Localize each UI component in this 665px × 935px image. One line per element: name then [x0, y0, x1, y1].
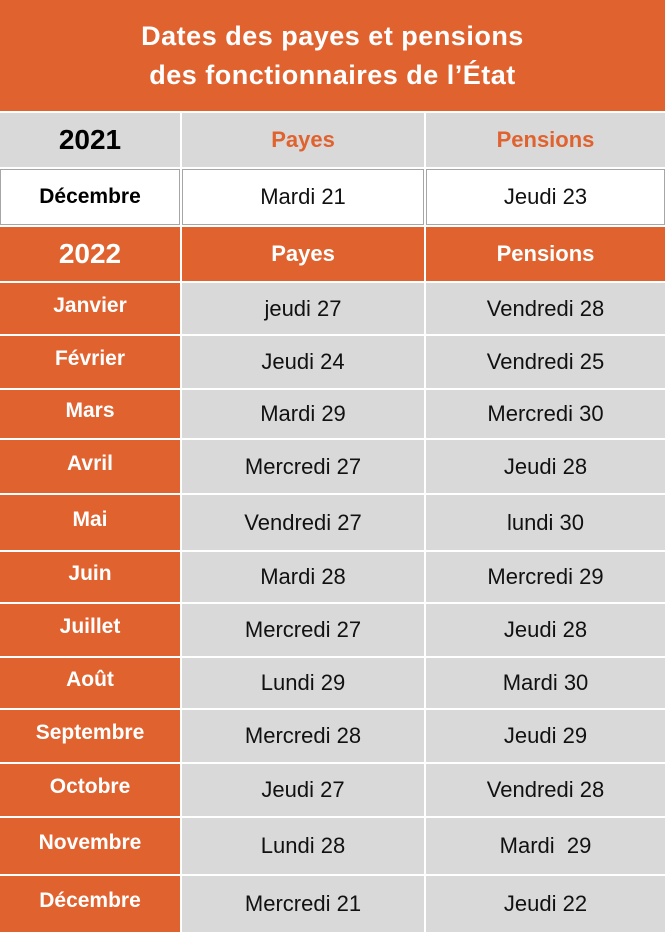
date-cell: Mercredi 30: [426, 390, 665, 438]
date-cell: Jeudi 29: [426, 710, 665, 762]
date-cell: Mardi 29: [182, 390, 424, 438]
month-cell: Octobre: [0, 764, 180, 816]
date-cell: Mercredi 28: [182, 710, 424, 762]
month-cell: Février: [0, 336, 180, 388]
month-cell: Décembre: [0, 876, 180, 932]
title-banner: Dates des payes et pensions des fonction…: [0, 0, 665, 111]
month-cell: Décembre: [0, 169, 180, 225]
column-header: Pensions: [426, 227, 665, 281]
date-cell: jeudi 27: [182, 283, 424, 334]
year-header: 2022: [0, 227, 180, 281]
month-cell: Mai: [0, 495, 180, 550]
date-cell: Jeudi 22: [426, 876, 665, 932]
date-cell: Mardi 21: [182, 169, 424, 225]
date-cell: Jeudi 27: [182, 764, 424, 816]
date-cell: Mardi 30: [426, 658, 665, 708]
date-cell: Vendredi 27: [182, 495, 424, 550]
title-line: des fonctionnaires de l’État: [149, 59, 516, 90]
month-cell: Mars: [0, 390, 180, 438]
month-cell: Novembre: [0, 818, 180, 874]
date-cell: Mardi 28: [182, 552, 424, 602]
date-cell: Mercredi 21: [182, 876, 424, 932]
date-cell: Mercredi 27: [182, 440, 424, 493]
month-cell: Août: [0, 658, 180, 708]
date-cell: Mercredi 27: [182, 604, 424, 656]
date-cell: Lundi 29: [182, 658, 424, 708]
year-header: 2021: [0, 113, 180, 167]
date-cell: Mardi 29: [426, 818, 665, 874]
title-line: Dates des payes et pensions: [141, 20, 524, 51]
month-cell: Janvier: [0, 283, 180, 334]
date-cell: Mercredi 29: [426, 552, 665, 602]
month-cell: Avril: [0, 440, 180, 493]
month-cell: Juillet: [0, 604, 180, 656]
column-header: Payes: [182, 113, 424, 167]
date-cell: Jeudi 23: [426, 169, 665, 225]
column-header: Pensions: [426, 113, 665, 167]
month-cell: Juin: [0, 552, 180, 602]
date-cell: Jeudi 28: [426, 440, 665, 493]
date-cell: Vendredi 28: [426, 764, 665, 816]
date-cell: Vendredi 28: [426, 283, 665, 334]
date-cell: Jeudi 28: [426, 604, 665, 656]
month-cell: Septembre: [0, 710, 180, 762]
date-cell: Lundi 28: [182, 818, 424, 874]
date-cell: Vendredi 25: [426, 336, 665, 388]
date-cell: Jeudi 24: [182, 336, 424, 388]
column-header: Payes: [182, 227, 424, 281]
date-cell: lundi 30: [426, 495, 665, 550]
